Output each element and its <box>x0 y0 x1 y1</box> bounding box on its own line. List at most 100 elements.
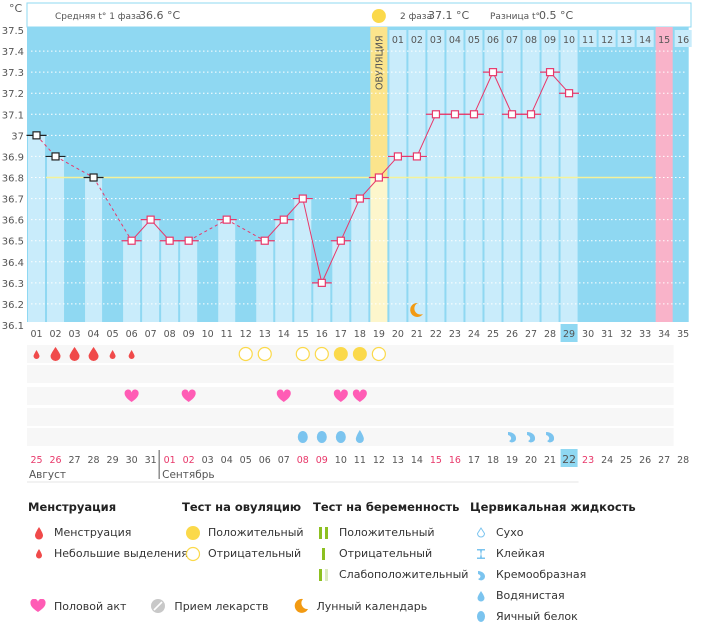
calendar-date-label: 26 <box>639 455 651 466</box>
temperature-point <box>279 215 288 224</box>
temperature-bar <box>313 282 331 322</box>
temperature-point <box>393 152 402 161</box>
temperature-bar <box>180 240 198 322</box>
y-tick-label: 37 <box>11 131 24 142</box>
cycle-day-label: 04 <box>88 329 100 340</box>
temperature-bar <box>85 177 103 322</box>
heart-icon <box>352 389 367 402</box>
ovulation-test-negative-icon <box>371 346 386 362</box>
test-faint-line-icon <box>313 568 335 582</box>
temperature-bar <box>275 219 293 322</box>
temperature-bar <box>123 240 141 322</box>
unit-label: °C <box>9 2 23 15</box>
legend-title: Менструация <box>28 500 117 514</box>
legend-ovulation-test: Тест на овуляцию Положительный Отрицател… <box>182 500 304 564</box>
cycle-day-label: 08 <box>164 329 176 340</box>
calendar-date-label: 20 <box>525 455 537 466</box>
legend-label: Прием лекарств <box>174 599 269 613</box>
cycle-day-label: 21 <box>411 329 423 340</box>
menstruation-icon <box>69 347 80 362</box>
calendar-date-label: 10 <box>335 455 347 466</box>
ovulation-test-negative-icon <box>238 346 253 362</box>
test-single-line-icon <box>313 547 335 561</box>
cycle-day-label: 17 <box>335 329 347 340</box>
calendar-date-label: 07 <box>278 455 290 466</box>
heart-icon <box>333 389 348 402</box>
temperature-line-segment <box>188 219 227 242</box>
legend-label: Кремообразная <box>496 568 587 581</box>
watery-icon <box>355 430 364 443</box>
legend-label: Положительный <box>208 526 304 539</box>
temperature-line-segment <box>93 177 133 241</box>
temperature-point <box>355 194 364 203</box>
legend-item: Яичный белок <box>470 606 636 627</box>
luteal-day-label: 12 <box>601 35 613 46</box>
luteal-day-label: 16 <box>677 35 689 46</box>
y-tick-label: 37.1 <box>2 110 24 121</box>
menstruation-icon <box>50 347 61 362</box>
calendar-date-label: 25 <box>30 455 42 466</box>
calendar-date-label: 24 <box>601 455 613 466</box>
cycle-day-label: 28 <box>544 329 556 340</box>
cycle-day-label: 20 <box>392 329 404 340</box>
luteal-day-label: 02 <box>411 35 423 46</box>
cycle-day-label: 24 <box>468 329 480 340</box>
luteal-day-cell <box>636 30 654 47</box>
temperature-bar <box>28 135 46 322</box>
y-tick-label: 37.4 <box>2 47 24 58</box>
marker-row <box>27 387 674 405</box>
temperature-bar <box>218 219 236 322</box>
legend-item: Отрицательный <box>313 543 468 564</box>
temperature-bar <box>446 47 464 322</box>
legend-item: Клейкая <box>470 543 636 564</box>
luteal-day-cell <box>389 30 407 47</box>
moon-icon <box>410 302 423 317</box>
marker-row <box>27 365 674 383</box>
sun-icon <box>371 9 386 23</box>
diff-value: 0.5 °C <box>539 9 573 22</box>
cycle-day-label: 18 <box>354 329 366 340</box>
luteal-day-cell <box>579 30 597 47</box>
phase1-value: 36.6 °C <box>139 9 180 22</box>
luteal-day-label: 10 <box>563 35 575 46</box>
drop-big-icon <box>28 526 50 540</box>
cycle-day-label: 27 <box>525 329 537 340</box>
cycle-day-label: 16 <box>316 329 328 340</box>
month-label: Сентябрь <box>162 469 214 481</box>
luteal-day-label: 15 <box>658 35 670 46</box>
ovulation-column <box>370 27 388 178</box>
luteal-day-cell <box>522 30 540 47</box>
temperature-bar <box>256 240 274 322</box>
pill-icon <box>148 598 168 614</box>
legend-item: Сухо <box>470 522 636 543</box>
legend-label: Слабоположительный <box>339 568 469 581</box>
temperature-line-segment <box>492 71 513 115</box>
temperature-bar <box>465 47 483 322</box>
luteal-day-label: 11 <box>582 35 594 46</box>
y-tick-label: 37.3 <box>2 68 24 79</box>
temperature-bar <box>294 198 312 322</box>
calendar-date-label: 15 <box>430 455 442 466</box>
luteal-day-label: 03 <box>430 35 442 46</box>
marker-row <box>27 345 674 363</box>
temperature-point <box>526 110 536 119</box>
egg-white-icon <box>297 431 308 443</box>
heart-icon <box>181 389 196 402</box>
cycle-day-label: 14 <box>278 329 290 340</box>
legend-label: Лунный календарь <box>316 599 428 613</box>
heart-icon <box>276 389 291 402</box>
cycle-day-label: 07 <box>145 329 157 340</box>
legend-item: Положительный <box>182 522 304 543</box>
luteal-day-cell <box>674 30 692 47</box>
ovulation-column-lower <box>370 177 388 322</box>
calendar-date-label: 04 <box>221 455 233 466</box>
y-tick-label: 36.5 <box>2 237 24 248</box>
luteal-day-label: 13 <box>620 35 632 46</box>
calendar-date-label: 23 <box>582 455 594 466</box>
calendar-date-label: 30 <box>126 455 138 466</box>
ovulation-test-negative-icon <box>314 346 329 362</box>
legend-label: Клейкая <box>496 547 545 560</box>
menstruation-icon <box>88 347 99 362</box>
calendar-date-label: 14 <box>411 455 423 466</box>
cycle-day-label: 06 <box>126 329 138 340</box>
